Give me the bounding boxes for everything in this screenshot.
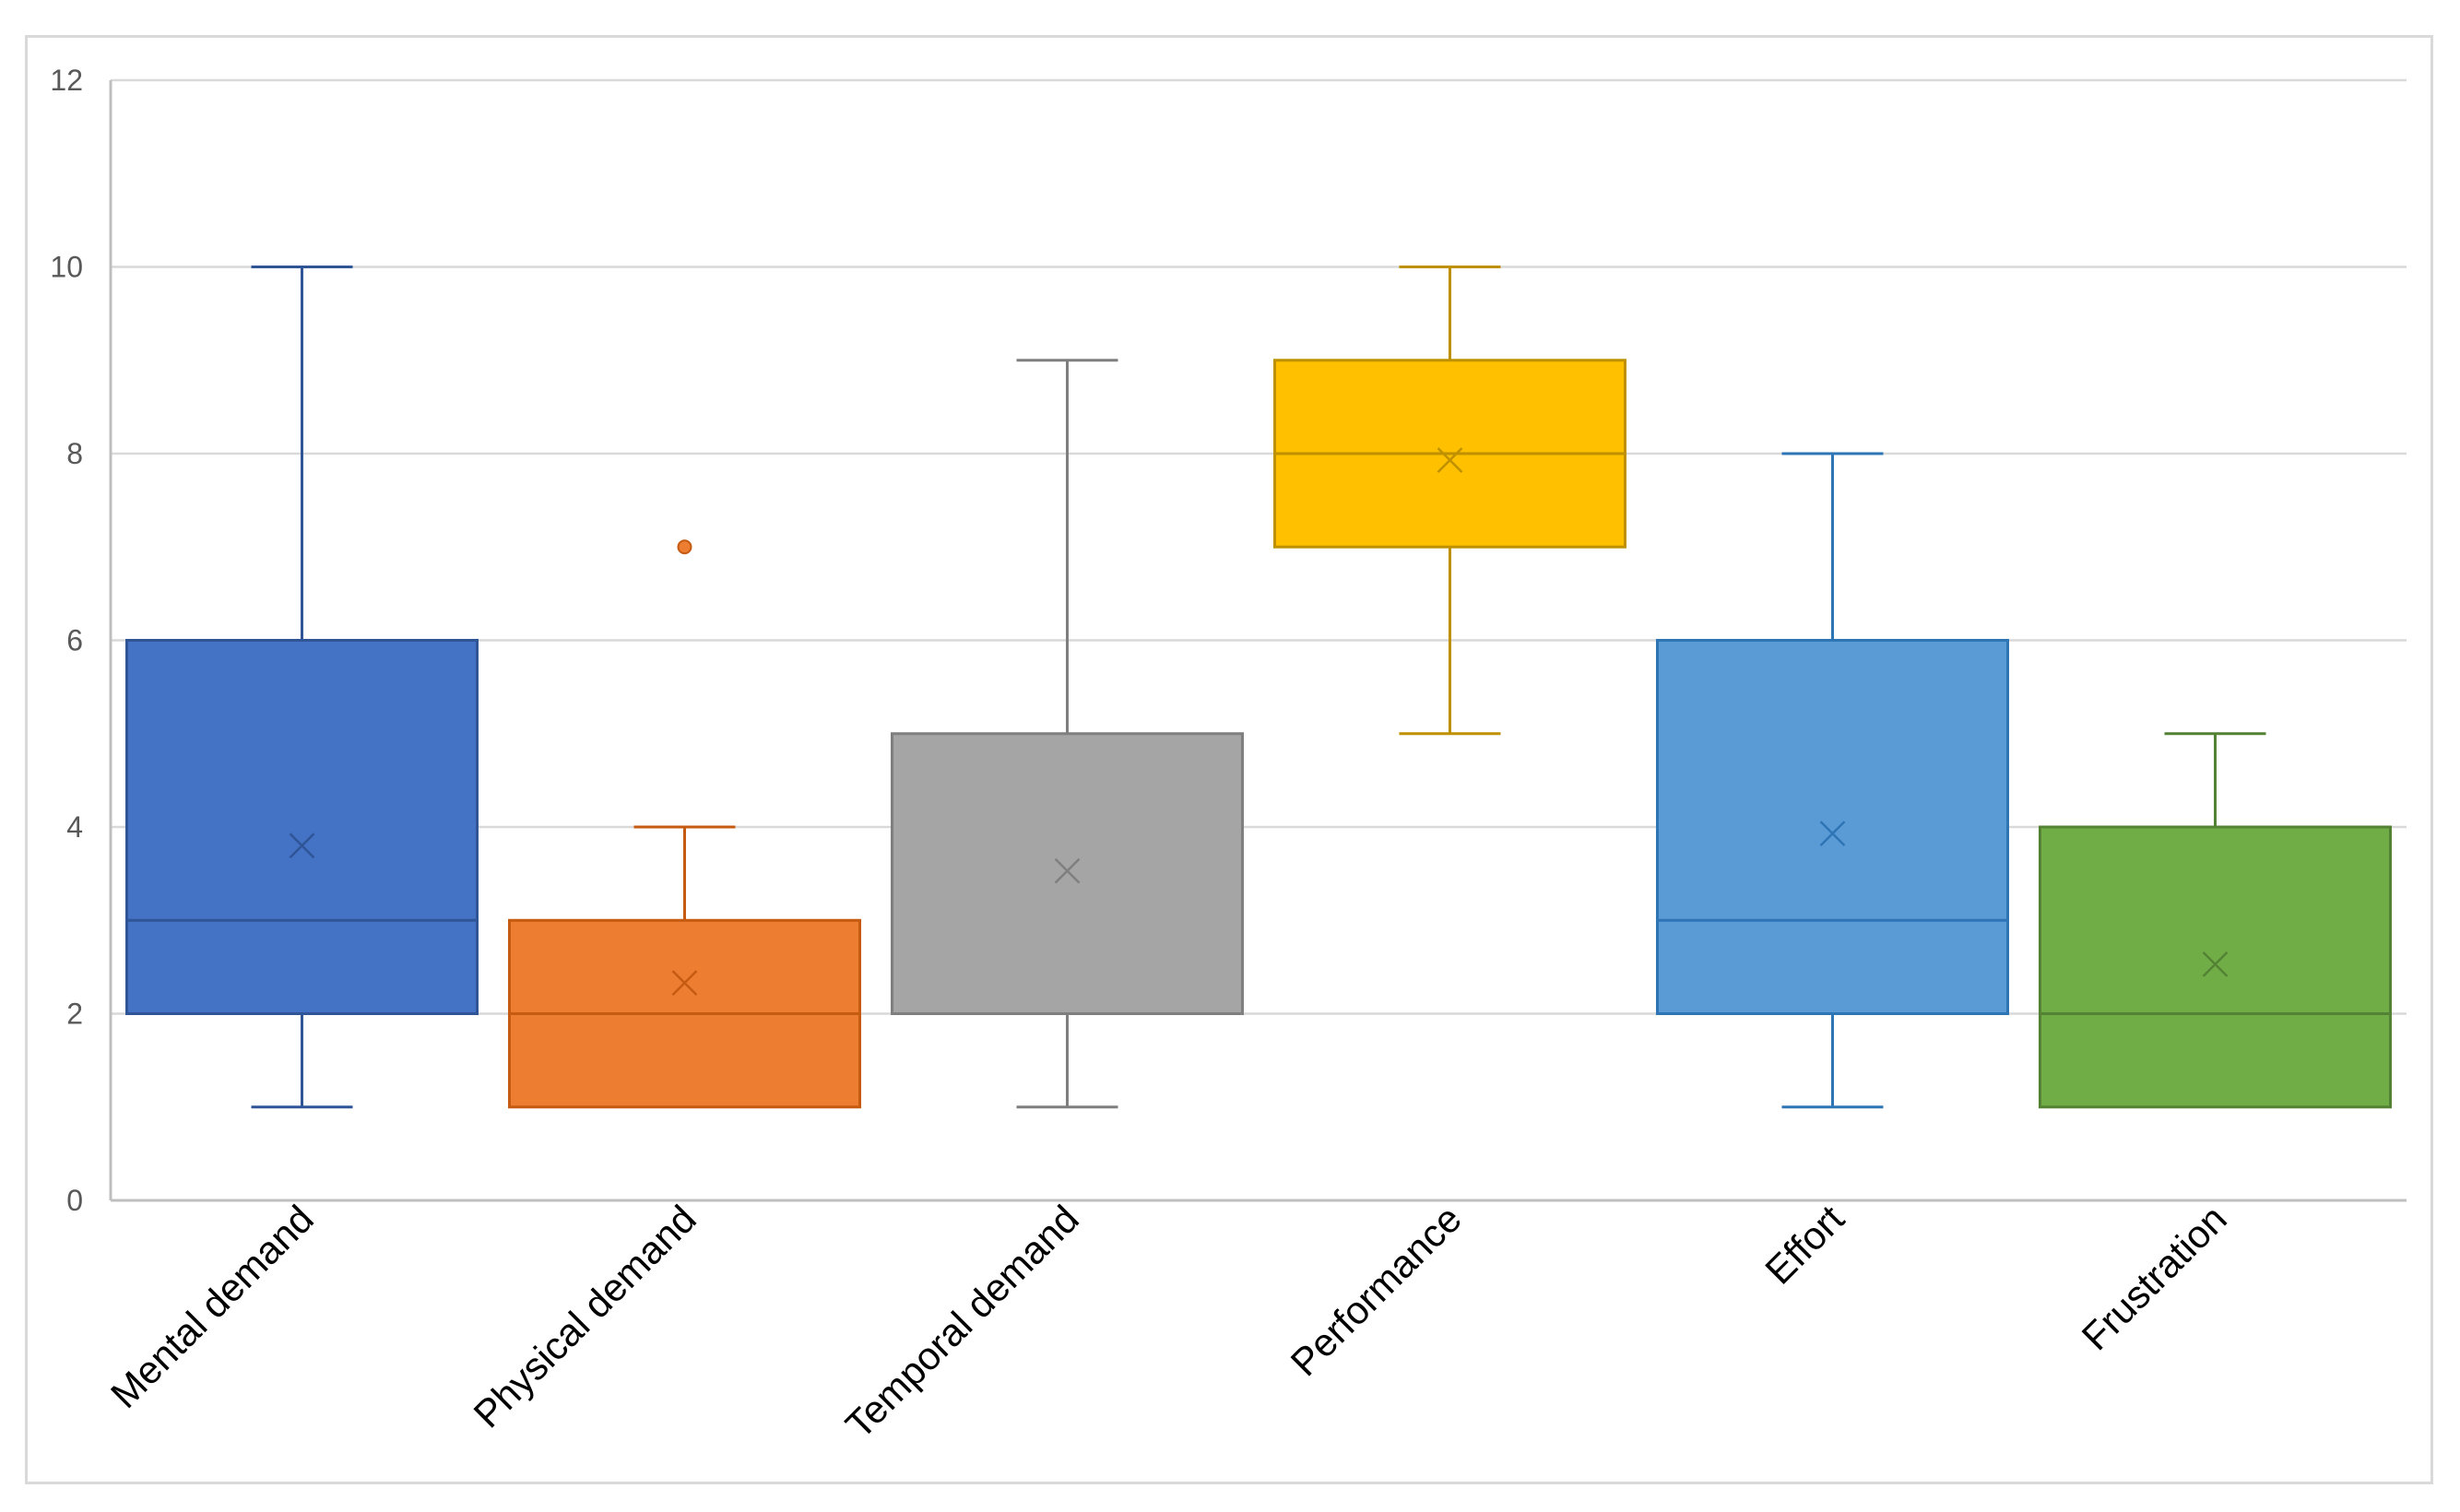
iqr-box-effort [1656, 639, 2009, 1015]
outlier-point-physical-demand [677, 539, 692, 555]
box-physical-demand [508, 539, 861, 1109]
x-category-label-physical-demand: Physical demand [465, 1197, 704, 1435]
x-category-label-performance: Performance [1283, 1197, 1470, 1384]
x-category-label-frustration: Frustration [2074, 1197, 2235, 1358]
x-category-label-mental-demand: Mental demand [102, 1197, 322, 1416]
mean-marker-physical-demand [671, 970, 698, 996]
box-frustration [2039, 732, 2392, 1109]
y-tick-label-2: 2 [66, 998, 83, 1031]
mean-marker-temporal-demand [1054, 857, 1081, 884]
iqr-box-frustration [2039, 825, 2392, 1109]
x-category-label-temporal-demand: Temporal demand [837, 1197, 1087, 1447]
box-performance [1273, 266, 1626, 736]
mean-marker-frustration [2202, 951, 2229, 977]
y-tick-label-10: 10 [50, 251, 83, 284]
box-temporal-demand [891, 359, 1244, 1109]
box-mental-demand [125, 266, 479, 1109]
iqr-box-mental-demand [125, 639, 479, 1015]
x-category-label-effort: Effort [1756, 1197, 1852, 1293]
y-tick-label-12: 12 [50, 64, 83, 97]
mean-marker-mental-demand [289, 833, 315, 859]
iqr-box-temporal-demand [891, 732, 1244, 1015]
mean-marker-effort [1819, 821, 1846, 846]
mean-marker-performance [1437, 447, 1463, 473]
y-tick-label-0: 0 [66, 1184, 83, 1217]
y-tick-label-8: 8 [66, 437, 83, 470]
y-tick-label-6: 6 [66, 624, 83, 657]
box-effort [1656, 452, 2009, 1109]
y-tick-label-4: 4 [66, 810, 83, 844]
